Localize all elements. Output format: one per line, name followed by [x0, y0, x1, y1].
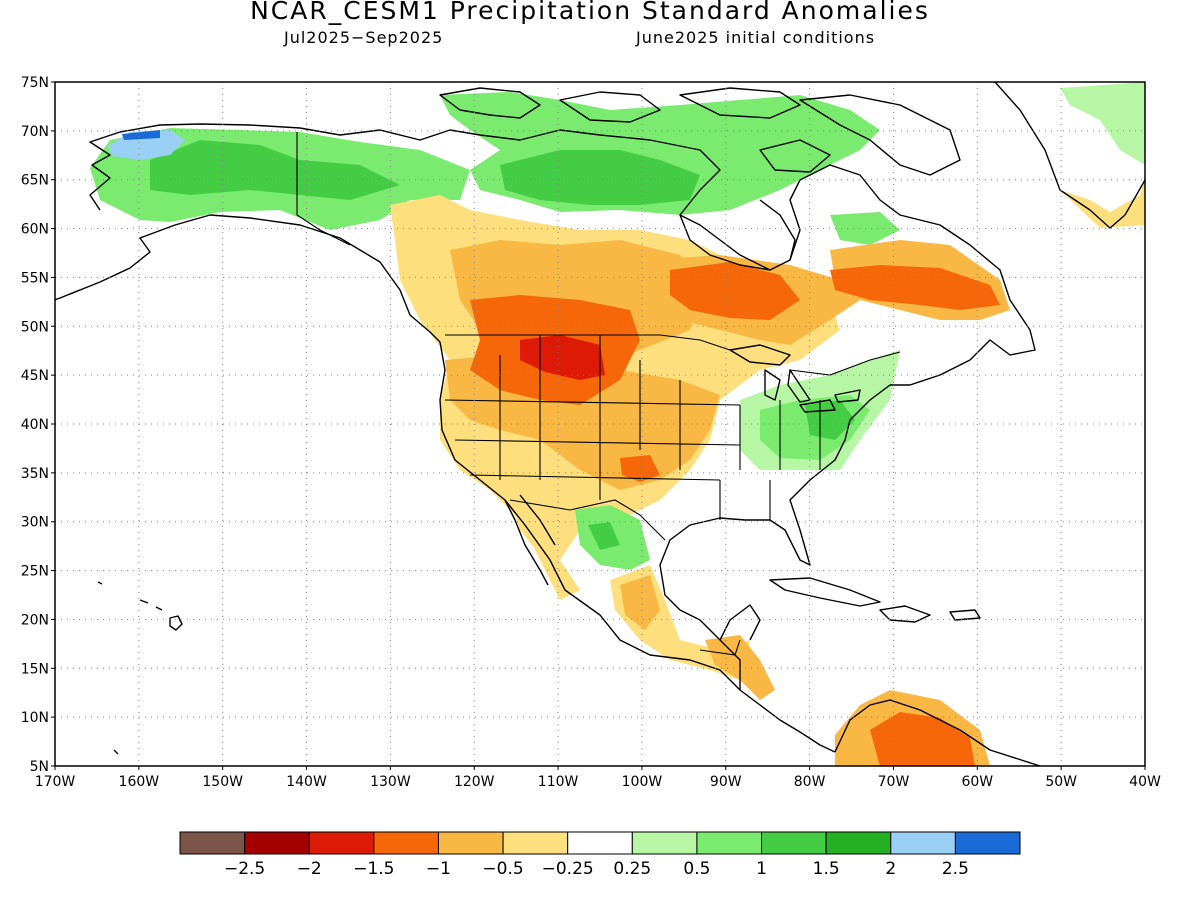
- lat-label: 50N: [21, 319, 49, 335]
- lon-label: 110W: [538, 774, 579, 790]
- graticule: [55, 82, 1145, 766]
- coast-hawaii: [97, 581, 183, 631]
- coast-great-lakes: [729, 344, 861, 413]
- legend-swatch: [825, 831, 892, 855]
- legend-label: −0.5: [482, 859, 523, 879]
- legend-swatch: [954, 831, 1021, 855]
- border-alaska-canada: [296, 132, 351, 246]
- lon-label: 130W: [370, 774, 411, 790]
- legend-label: −0.25: [542, 859, 594, 879]
- legend-label: −2.5: [224, 859, 265, 879]
- anomaly-alaska-strong: [150, 140, 400, 200]
- coast-alaska: [59, 123, 441, 343]
- legend-swatch: [373, 831, 439, 855]
- coast-arctic-islands: [439, 87, 961, 176]
- anomaly-southern-mexico-strong: [620, 575, 660, 630]
- lat-label: 60N: [21, 222, 49, 238]
- legend-swatch: [437, 831, 504, 855]
- lon-label: 160W: [119, 774, 160, 790]
- legend-swatch: [308, 831, 375, 855]
- lon-label: 60W: [961, 774, 993, 790]
- lat-label: 40N: [21, 417, 49, 433]
- initial-conditions: June2025 initial conditions: [636, 28, 876, 47]
- lon-label: 170W: [35, 774, 76, 790]
- lon-label: 100W: [622, 774, 663, 790]
- legend-swatch: [567, 831, 633, 855]
- anomaly-southwest-dry: [510, 490, 580, 560]
- coast-cuba: [769, 577, 981, 623]
- anomaly-greenland-east: [1060, 82, 1145, 165]
- legend-label: 0.25: [613, 859, 651, 879]
- forecast-period: Jul2025−Sep2025: [284, 28, 444, 47]
- coast-small-island: [113, 749, 119, 755]
- legend-swatch: [244, 831, 310, 855]
- lon-label: 80W: [794, 774, 826, 790]
- legend-swatch: [502, 831, 569, 855]
- legend-swatch: [696, 831, 763, 855]
- coast-arctic: [379, 129, 1036, 386]
- political-borders: [296, 132, 901, 656]
- anomaly-montana-max: [520, 335, 605, 380]
- anomaly-ontario-strong: [670, 262, 800, 320]
- coast-yucatan: [719, 604, 761, 641]
- coast-greenland: [994, 82, 1145, 229]
- lat-label: 55N: [21, 270, 49, 286]
- lat-label: 5N: [30, 759, 49, 775]
- anomaly-south-america-strong: [870, 712, 975, 766]
- border-us-states: [444, 335, 821, 520]
- legend-label: −1.5: [353, 859, 394, 879]
- coast-hudson-bay: [679, 199, 796, 271]
- lon-label: 50W: [1045, 774, 1077, 790]
- lat-label: 20N: [21, 612, 49, 628]
- lon-label: 90W: [710, 774, 742, 790]
- anomaly-fields: [90, 82, 1145, 766]
- legend-label: 2: [885, 859, 896, 879]
- lat-label: 70N: [21, 124, 49, 140]
- legend-label: 1.5: [813, 859, 840, 879]
- lon-label: 140W: [286, 774, 327, 790]
- coast-west-us: [439, 341, 836, 753]
- lon-label: 150W: [202, 774, 243, 790]
- coast-gulf: [659, 384, 910, 690]
- lon-label: 40W: [1129, 774, 1161, 790]
- latitude-labels: 75N 70N 65N 60N 55N 50N 45N 40N 35N 30N 25N 20N 15N 1…: [21, 75, 49, 775]
- anomaly-sierra-strong: [588, 522, 620, 550]
- lat-label: 25N: [21, 564, 49, 580]
- coastlines: [55, 82, 1145, 766]
- border-us-canada: [445, 334, 901, 376]
- anomaly-labrador-strong: [830, 265, 1000, 310]
- anomaly-hudson-west: [500, 150, 700, 205]
- legend-label: −1: [426, 859, 451, 879]
- lon-label: 70W: [878, 774, 910, 790]
- legend-swatch: [179, 831, 246, 855]
- anomaly-alaska-max: [122, 130, 160, 140]
- coast-aleutians: [55, 289, 81, 301]
- lat-label: 30N: [21, 515, 49, 531]
- legend-label: 2.5: [942, 859, 969, 879]
- longitude-labels: 170W 160W 150W 140W 130W 120W 110W 100W 90W 80W 70…: [35, 774, 1161, 790]
- lat-label: 15N: [21, 661, 49, 677]
- anomaly-appalachia: [805, 400, 855, 440]
- lon-label: 120W: [454, 774, 495, 790]
- legend-label: 0.5: [683, 859, 710, 879]
- border-mexico-guatemala: [699, 639, 741, 656]
- legend-swatch: [761, 831, 827, 855]
- legend-swatch: [890, 831, 956, 855]
- legend-label: −2: [297, 859, 322, 879]
- lat-label: 10N: [21, 710, 49, 726]
- border-us-mexico: [509, 499, 666, 541]
- map-title: NCAR_CESM1 Precipitation Standard Anomal…: [250, 0, 930, 25]
- color-legend: [179, 831, 1021, 855]
- axis-ticks: [51, 81, 1146, 770]
- anomaly-greenland-south: [1060, 175, 1145, 228]
- anomaly-oklahoma: [620, 455, 660, 482]
- color-legend-labels: −2.5 −2 −1.5 −1 −0.5 −0.25 0.25 0.5 1 1.5 2 2.5: [224, 859, 969, 879]
- lat-label: 65N: [21, 173, 49, 189]
- lat-label: 35N: [21, 466, 49, 482]
- legend-label: 1: [756, 859, 767, 879]
- lat-label: 45N: [21, 368, 49, 384]
- lat-label: 75N: [21, 75, 49, 91]
- legend-swatch: [631, 831, 698, 855]
